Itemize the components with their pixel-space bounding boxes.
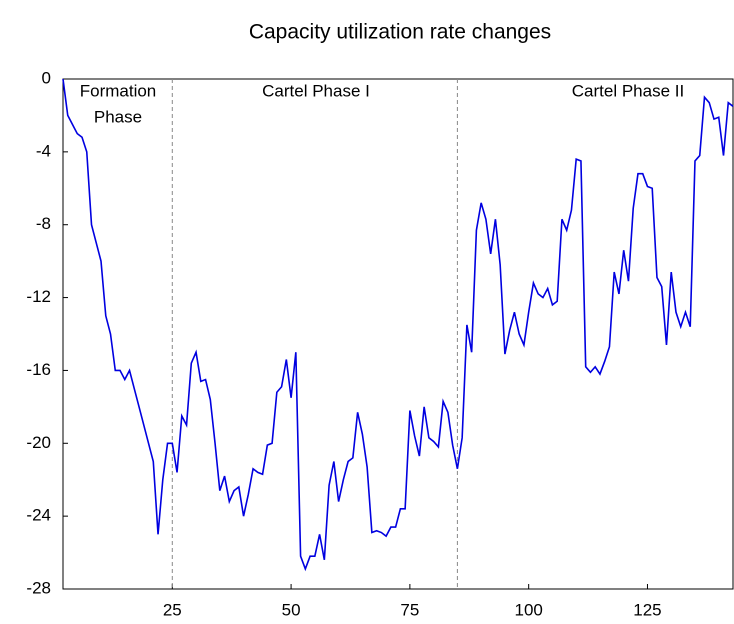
y-tick-label: -24 — [26, 506, 51, 525]
phase-label: Cartel Phase II — [572, 81, 684, 100]
y-tick-label: -16 — [26, 360, 51, 379]
phase-label: Formation — [80, 81, 157, 100]
x-tick-label: 25 — [163, 600, 182, 619]
y-tick-label: -12 — [26, 287, 51, 306]
plot-frame — [62, 78, 734, 590]
chart-title: Capacity utilization rate changes — [249, 21, 551, 44]
y-tick-label: -28 — [26, 578, 51, 597]
x-tick-label: 75 — [400, 600, 419, 619]
phase-label: Phase — [94, 107, 142, 126]
x-tick-label: 125 — [633, 600, 661, 619]
x-tick-label: 100 — [514, 600, 542, 619]
x-tick-label: 50 — [282, 600, 301, 619]
data-line — [62, 78, 734, 572]
y-tick-label: -20 — [26, 433, 51, 452]
y-tick-label: -4 — [36, 141, 51, 160]
phase-label: Cartel Phase I — [262, 81, 370, 100]
y-tick-label: 0 — [42, 68, 51, 87]
y-tick-label: -8 — [36, 214, 51, 233]
